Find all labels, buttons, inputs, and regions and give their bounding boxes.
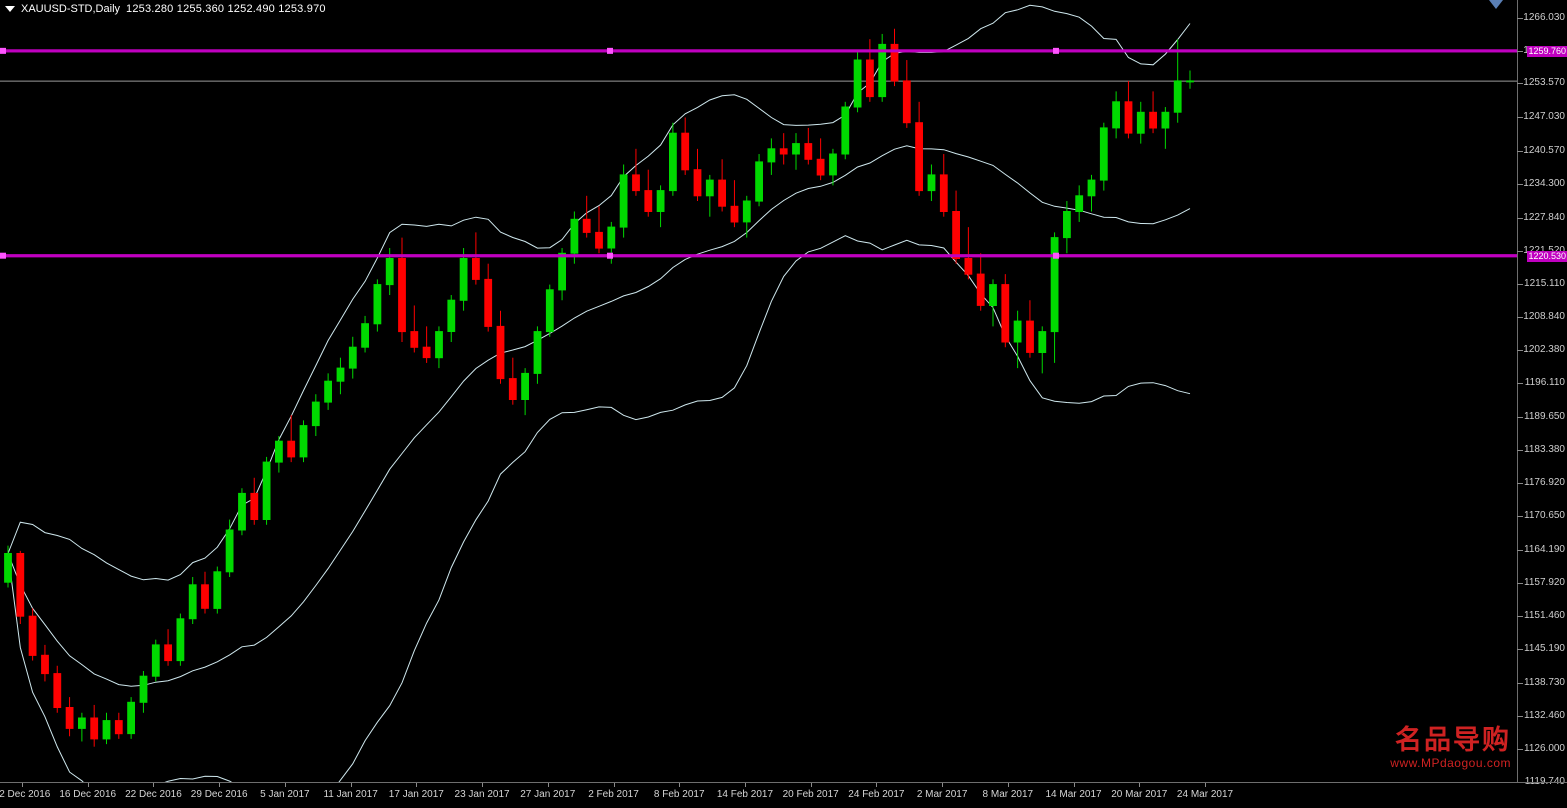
price-tick-label: 1247.030	[1523, 111, 1565, 123]
caret-down-icon[interactable]	[5, 6, 15, 12]
time-tick-mark	[613, 783, 615, 787]
time-tick-label: 14 Mar 2017	[1045, 789, 1102, 800]
price-tick-label: 1215.110	[1524, 278, 1565, 289]
time-tick-mark	[679, 783, 681, 787]
time-tick-label: 23 Jan 2017	[454, 789, 510, 800]
time-tick-label: 14 Feb 2017	[716, 789, 774, 800]
price-tick-mark	[1517, 749, 1523, 751]
price-tick-mark	[1517, 682, 1523, 684]
time-tick-mark	[810, 783, 812, 787]
price-tick-label: 1132.460	[1524, 709, 1565, 721]
time-tick-mark	[1073, 783, 1075, 787]
time-tick-label: 8 Feb 2017	[653, 789, 705, 800]
time-axis[interactable]: 12 Dec 2016 16 Dec 2016 22 Dec 2016 29 Dec …	[0, 782, 1567, 808]
price-tick-mark	[1517, 715, 1523, 717]
price-tick-label: 1183.380	[1524, 443, 1565, 455]
candlestick-svg	[0, 4, 1517, 782]
price-axis[interactable]: 1266.030 1259.760 1253.570 1247.030 1240.570…	[1517, 0, 1567, 787]
price-tick-mark	[1517, 250, 1523, 252]
time-tick-label: 2 Feb 2017	[588, 789, 639, 800]
price-tick-label: 1266.030	[1523, 12, 1565, 24]
time-tick-mark	[416, 783, 418, 787]
price-tick-label: 1164.190	[1524, 543, 1565, 555]
time-tick-label: 16 Dec 2016	[59, 789, 117, 800]
time-tick-mark	[1205, 783, 1206, 787]
price-tick-mark	[1517, 217, 1523, 219]
resistance-price-tag: 1259.760	[1527, 45, 1567, 57]
time-tick-label: 22 Dec 2016	[125, 789, 182, 800]
time-tick-label: 20 Feb 2017	[782, 789, 839, 800]
price-tick-mark	[1517, 449, 1523, 451]
price-tick-label: 1170.650	[1524, 510, 1565, 522]
time-tick-mark	[1007, 783, 1009, 787]
time-tick-label: 17 Jan 2017	[388, 789, 444, 800]
price-tick-mark	[1517, 483, 1523, 485]
price-tick-mark	[1517, 350, 1523, 352]
watermark: 名品导购 www.MPdaogou.com	[1390, 726, 1511, 770]
price-tick-label: 1126.000	[1524, 743, 1565, 755]
price-tick-label: 1234.300	[1523, 177, 1565, 189]
support-price-tag: 1220.530	[1527, 250, 1567, 262]
price-tick-label: 1240.570	[1523, 145, 1565, 157]
symbol-label: XAUUSD-STD,Daily	[21, 3, 121, 15]
time-tick-mark	[219, 783, 221, 787]
time-tick-mark	[482, 783, 484, 787]
price-tick-mark	[1517, 18, 1523, 20]
price-tick-label: 1202.380	[1523, 344, 1565, 356]
price-tick-mark	[1517, 516, 1523, 518]
time-tick-mark	[942, 783, 944, 787]
time-tick-label: 2 Mar 2017	[916, 789, 968, 800]
watermark-url: www.MPdaogou.com	[1390, 756, 1511, 770]
chart-header: XAUUSD-STD,Daily 1253.280 1255.360 1252.…	[0, 2, 326, 16]
time-tick-label: 11 Jan 2017	[323, 789, 378, 800]
price-tick-mark	[1517, 83, 1523, 85]
price-tick-label: 1227.840	[1523, 211, 1565, 223]
time-tick-label: 24 Feb 2017	[848, 789, 905, 800]
price-tick-label: 1157.920	[1524, 576, 1565, 588]
price-tick-mark	[1517, 151, 1523, 153]
time-tick-mark	[22, 783, 23, 787]
price-tick-mark	[1517, 284, 1523, 285]
price-tick-mark	[1517, 117, 1523, 119]
time-tick-label: 27 Jan 2017	[520, 789, 576, 800]
plot-area[interactable]	[0, 0, 1517, 782]
price-tick-mark	[1517, 649, 1523, 651]
time-tick-label: 24 Mar 2017	[1176, 789, 1234, 800]
watermark-cn: 名品导购	[1395, 725, 1511, 755]
time-tick-mark	[744, 783, 746, 787]
price-tick-mark	[1517, 50, 1523, 52]
price-tick-label: 1151.460	[1524, 610, 1565, 622]
price-tick-label: 1253.570	[1523, 77, 1565, 89]
time-tick-mark	[1139, 783, 1141, 787]
price-tick-mark	[1517, 316, 1523, 318]
triangle-down-marker-icon	[1489, 0, 1503, 9]
price-tick-mark	[1517, 616, 1523, 618]
price-tick-mark	[1517, 582, 1523, 584]
price-tick-label: 1119.740	[1524, 776, 1565, 787]
price-tick-label: 1176.920	[1524, 477, 1565, 489]
price-tick-label: 1208.840	[1523, 310, 1565, 322]
price-tick-label: 1196.110	[1524, 377, 1565, 389]
time-tick-mark	[87, 783, 89, 787]
price-tick-mark	[1517, 549, 1523, 551]
ohlc-values: 1253.280 1255.360 1252.490 1253.970	[126, 3, 326, 15]
price-tick-label: 1189.650	[1524, 410, 1565, 422]
time-tick-label: 8 Mar 2017	[982, 789, 1034, 800]
price-tick-label: 1145.190	[1524, 643, 1565, 655]
time-tick-mark	[547, 783, 549, 787]
time-tick-mark	[350, 783, 352, 787]
price-tick-mark	[1517, 183, 1523, 185]
price-tick-mark	[1517, 416, 1523, 418]
time-tick-mark	[284, 783, 286, 787]
time-tick-mark	[153, 783, 155, 787]
price-tick-label: 1221.520	[1523, 245, 1565, 256]
time-tick-label: 5 Jan 2017	[260, 789, 310, 800]
time-tick-label: 20 Mar 2017	[1111, 789, 1168, 800]
time-tick-label: 12 Dec 2016	[0, 789, 51, 800]
time-tick-label: 29 Dec 2016	[190, 789, 248, 800]
price-tick-label: 1138.730	[1524, 676, 1565, 688]
time-tick-mark	[876, 783, 878, 787]
price-tick-mark	[1517, 383, 1523, 385]
